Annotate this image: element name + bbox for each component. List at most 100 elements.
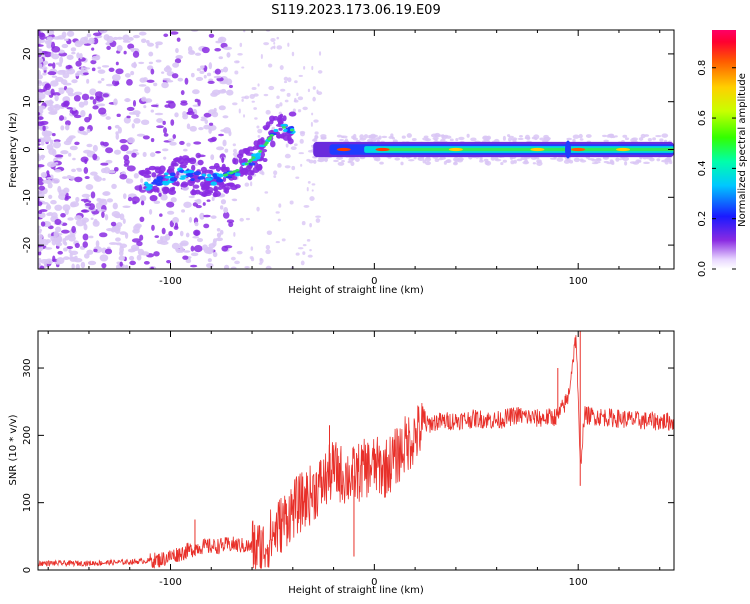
echo-speck	[454, 158, 460, 162]
noise-speck	[139, 216, 145, 222]
echo-speck	[579, 138, 584, 141]
echo-speck	[661, 159, 668, 163]
noise-speck	[119, 173, 128, 180]
noise-speck	[136, 254, 142, 261]
noise-speck	[295, 176, 300, 179]
noise-speck	[71, 225, 76, 234]
noise-speck	[219, 205, 224, 210]
noise-speck	[226, 89, 234, 96]
noise-speck	[233, 231, 236, 237]
noise-speck	[63, 241, 68, 246]
noise-speck	[59, 69, 67, 73]
noise-speck	[138, 31, 147, 36]
noise-speck	[70, 202, 77, 208]
noise-speck	[257, 128, 263, 134]
noise-speck	[205, 247, 214, 255]
noise-speck	[63, 140, 72, 146]
noise-speck	[102, 177, 106, 181]
echo-speck	[572, 134, 580, 139]
noise-speck	[210, 215, 217, 219]
noise-speck	[143, 260, 150, 265]
noise-speck	[184, 77, 189, 85]
noise-speck	[265, 265, 272, 269]
noise-speck	[42, 125, 46, 132]
noise-speck	[40, 139, 46, 143]
noise-speck	[83, 166, 89, 174]
noise-speck	[119, 243, 128, 249]
noise-speck	[156, 239, 164, 245]
noise-speck	[275, 211, 280, 214]
noise-speck	[289, 200, 294, 205]
noise-speck	[130, 244, 140, 251]
noise-speck	[74, 176, 83, 183]
echo-speck	[436, 134, 443, 137]
noise-speck	[86, 78, 90, 84]
chirp-hotspot	[290, 128, 295, 132]
noise-speck	[105, 83, 114, 87]
noise-speck	[303, 66, 306, 70]
noise-speck	[38, 225, 41, 229]
noise-speck	[179, 230, 184, 237]
snr-ylabel: SNR (10 * v/v)	[8, 414, 19, 485]
noise-speck	[47, 233, 52, 238]
noise-speck	[44, 247, 53, 250]
spectrogram-xtick-label: 0	[371, 276, 377, 287]
echo-speck	[430, 133, 438, 138]
noise-speck	[280, 88, 286, 92]
noise-speck	[38, 210, 43, 214]
echo-speck	[652, 137, 656, 141]
echo-speck	[500, 161, 504, 166]
noise-speck	[106, 227, 114, 232]
noise-speck	[241, 98, 244, 102]
noise-speck	[116, 113, 121, 118]
noise-speck	[48, 99, 54, 107]
noise-speck	[180, 101, 188, 106]
noise-speck	[286, 92, 291, 97]
noise-speck	[213, 75, 222, 79]
chirp-core	[193, 171, 202, 176]
noise-speck	[224, 264, 230, 269]
noise-speck	[187, 107, 194, 114]
echo-speck	[611, 162, 615, 165]
noise-speck	[62, 176, 68, 179]
noise-speck	[65, 65, 72, 70]
echo-speck	[622, 134, 628, 138]
noise-speck	[148, 61, 154, 65]
noise-speck	[221, 245, 229, 252]
echo-speck	[320, 134, 327, 138]
chirp-speck	[287, 134, 292, 142]
noise-speck	[204, 119, 208, 125]
noise-speck	[99, 254, 109, 262]
noise-speck	[256, 206, 260, 212]
noise-speck	[122, 218, 126, 224]
noise-speck	[122, 40, 131, 43]
noise-speck	[80, 156, 89, 163]
noise-speck	[115, 213, 121, 219]
noise-speck	[116, 36, 123, 40]
noise-speck	[142, 135, 150, 140]
noise-speck	[316, 91, 323, 96]
noise-speck	[60, 125, 65, 131]
noise-speck	[79, 52, 83, 60]
noise-speck	[63, 256, 70, 261]
noise-speck	[284, 153, 291, 159]
noise-speck	[223, 127, 231, 134]
noise-speck	[211, 136, 217, 142]
chirp-speck	[177, 157, 185, 165]
chirp-core	[151, 181, 157, 185]
noise-speck	[309, 249, 312, 252]
chirp-speck	[144, 170, 152, 175]
noise-speck	[260, 53, 263, 59]
noise-speck	[39, 32, 46, 40]
echo-speck	[417, 157, 422, 160]
noise-speck	[38, 185, 46, 191]
chirp-core	[206, 173, 212, 178]
chirp-hotspot	[247, 160, 252, 163]
noise-speck	[208, 122, 214, 126]
noise-speck	[73, 257, 83, 263]
noise-speck	[88, 235, 94, 239]
noise-speck	[38, 69, 41, 76]
noise-speck	[71, 51, 76, 55]
